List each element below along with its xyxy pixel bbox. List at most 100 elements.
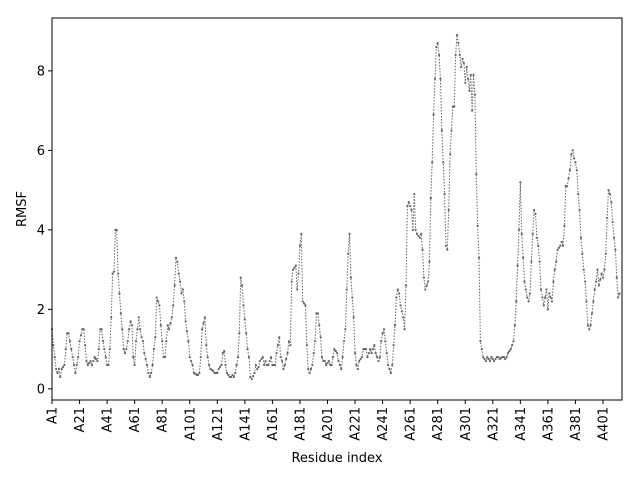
rmsf-point [71, 355, 74, 359]
rmsf-point [77, 355, 80, 359]
rmsf-point [101, 340, 105, 343]
rmsf-point [539, 288, 543, 291]
rmsf-point [477, 256, 481, 259]
rmsf-point [528, 292, 532, 295]
rmsf-point [151, 363, 154, 367]
rmsf-point [367, 351, 370, 355]
rmsf-point [490, 355, 493, 359]
x-tick-label: A321 [486, 407, 501, 441]
rmsf-point [600, 272, 603, 275]
rmsf-point [612, 236, 616, 239]
rmsf-point [173, 284, 176, 287]
rmsf-point [606, 216, 609, 220]
rmsf-point [380, 340, 383, 343]
rmsf-point [300, 232, 303, 235]
rmsf-point [52, 344, 55, 347]
rmsf-point [334, 350, 337, 353]
rmsf-point [318, 324, 321, 327]
rmsf-point [140, 336, 143, 339]
x-tick-label: A61 [128, 407, 143, 432]
rmsf-point [537, 244, 540, 247]
rmsf-point [188, 355, 191, 359]
x-tick-label: A261 [404, 407, 419, 441]
rmsf-point [202, 322, 205, 325]
rmsf-point [180, 292, 183, 295]
x-tick-label: A221 [349, 407, 364, 441]
rmsf-point [286, 351, 289, 355]
rmsf-point [88, 361, 91, 365]
rmsf-point [174, 256, 178, 259]
rmsf-point [476, 224, 479, 227]
rmsf-point [185, 330, 189, 333]
rmsf-point [203, 316, 207, 319]
rmsf-point [440, 129, 443, 132]
rmsf-point [359, 357, 362, 361]
rmsf-point [212, 369, 215, 373]
rmsf-point [426, 280, 430, 283]
rmsf-point [608, 192, 611, 196]
rmsf-point [167, 328, 171, 331]
rmsf-point [190, 359, 193, 363]
rmsf-point [129, 320, 132, 323]
rmsf-point [110, 316, 113, 319]
rmsf-point [516, 264, 519, 267]
rmsf-point [471, 109, 474, 112]
rmsf-point [125, 348, 128, 351]
rmsf-point [572, 157, 576, 160]
rmsf-point [100, 328, 103, 331]
rmsf-point [424, 288, 427, 291]
rmsf-point [137, 316, 140, 319]
x-tick-label: A41 [101, 407, 116, 432]
rmsf-point [615, 276, 618, 279]
rmsf-point [191, 363, 194, 367]
rmsf-point [221, 351, 224, 355]
y-tick-label: 2 [37, 303, 45, 318]
rmsf-point [83, 344, 87, 347]
rmsf-point [458, 53, 461, 57]
rmsf-point [610, 200, 613, 204]
rmsf-point [121, 328, 124, 331]
rmsf-point [119, 312, 122, 315]
rmsf-point [473, 93, 476, 96]
rmsf-point [462, 61, 465, 65]
rmsf-point [428, 260, 431, 263]
rmsf-point [373, 344, 376, 347]
rmsf-point [333, 348, 336, 351]
rmsf-point [432, 113, 435, 116]
x-tick-label: A121 [211, 407, 226, 441]
rmsf-point [246, 348, 249, 351]
rmsf-point [108, 348, 111, 351]
rmsf-point [607, 189, 610, 192]
rmsf-point [425, 284, 428, 287]
rmsf-point [150, 371, 153, 375]
rmsf-point [283, 363, 286, 367]
rmsf-point [297, 272, 300, 275]
rmsf-point [433, 77, 437, 80]
rmsf-point [267, 363, 270, 367]
rmsf-point [567, 177, 570, 180]
rmsf-point [245, 332, 248, 335]
rmsf-point [450, 129, 453, 132]
rmsf-point [522, 256, 525, 259]
x-tick-label: A141 [238, 407, 253, 441]
x-tick-label: A101 [183, 407, 198, 441]
rmsf-point [269, 355, 273, 359]
rmsf-point [403, 328, 406, 331]
rmsf-point [617, 296, 620, 299]
rmsf-point [86, 363, 89, 367]
rmsf-point [170, 316, 173, 319]
rmsf-point [340, 367, 343, 371]
rmsf-point [223, 350, 226, 353]
rmsf-point [578, 208, 581, 212]
rmsf-point [144, 357, 147, 361]
rmsf-point [320, 355, 324, 359]
rmsf-point [289, 344, 292, 347]
rmsf-point [161, 340, 164, 343]
rmsf-point [429, 196, 432, 200]
rmsf-point [258, 359, 262, 363]
rmsf-point [96, 359, 99, 363]
rmsf-point [387, 363, 390, 367]
rmsf-point [388, 367, 391, 371]
rmsf-point [122, 348, 125, 351]
rmsf-point [417, 234, 420, 237]
